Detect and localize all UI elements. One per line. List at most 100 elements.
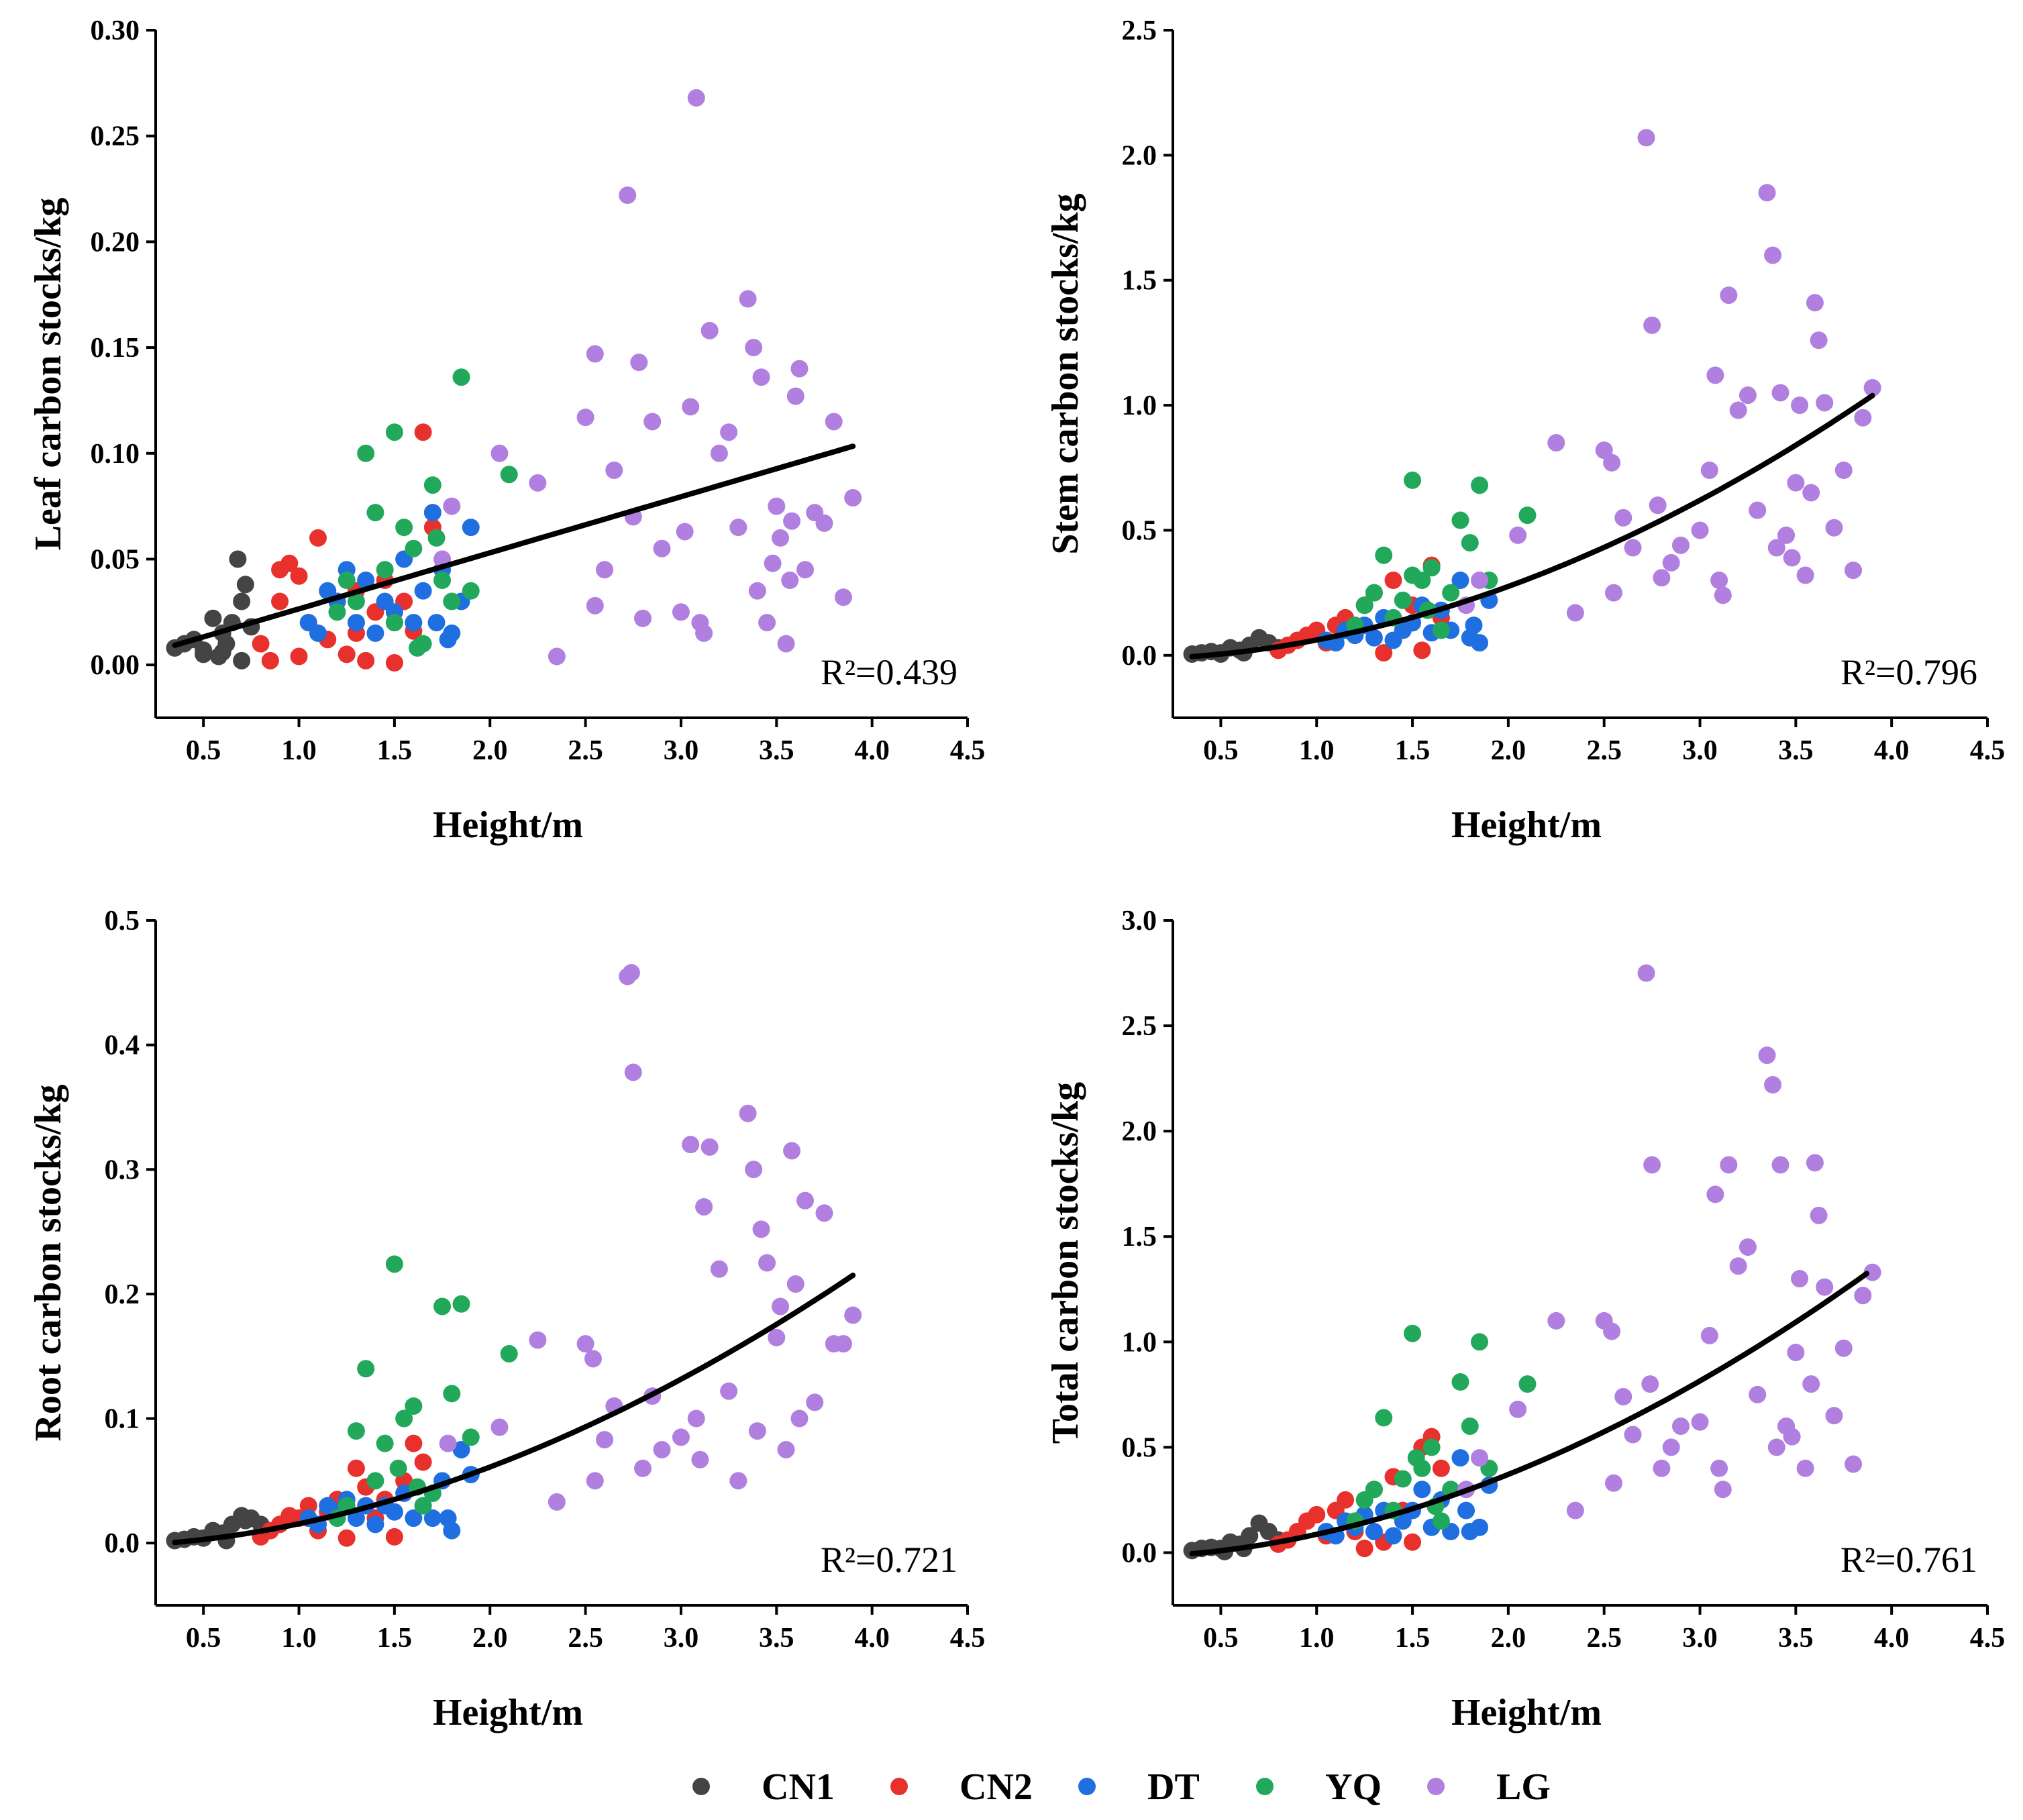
- x-axis-title: Height/m: [1451, 1692, 1602, 1733]
- point-CN1: [233, 651, 251, 670]
- point-LG: [1816, 394, 1834, 412]
- point-YQ: [405, 539, 423, 557]
- point-LG: [1771, 1156, 1789, 1174]
- point-DT: [1451, 1449, 1469, 1467]
- y-tick-label: 0.0: [105, 1528, 140, 1559]
- point-CN2: [299, 1497, 317, 1515]
- point-LG: [1783, 549, 1801, 567]
- point-YQ: [376, 561, 394, 579]
- point-LG: [695, 624, 713, 642]
- y-tick-label: 0.0: [1122, 1538, 1157, 1568]
- point-LG: [1720, 286, 1738, 305]
- point-CN1: [236, 576, 254, 594]
- y-tick-label: 0.05: [91, 544, 140, 575]
- point-LG: [1710, 1459, 1728, 1477]
- point-YQ: [1404, 566, 1422, 584]
- x-tick-label: 2.5: [568, 735, 603, 766]
- point-CN1: [233, 592, 251, 610]
- x-tick-label: 4.5: [1970, 1623, 2006, 1654]
- point-DT: [405, 1509, 423, 1528]
- point-YQ: [1394, 591, 1412, 609]
- point-LG: [729, 519, 747, 537]
- x-tick-label: 3.5: [1778, 735, 1814, 766]
- point-DT: [405, 614, 423, 632]
- point-LG: [605, 462, 623, 479]
- point-LG: [1729, 401, 1747, 419]
- x-tick-label: 2.5: [568, 1623, 603, 1654]
- point-LG: [1749, 1385, 1767, 1403]
- point-LG: [1854, 1287, 1872, 1305]
- point-YQ: [376, 1434, 394, 1452]
- point-LG: [1624, 539, 1642, 557]
- point-CN2: [290, 567, 308, 585]
- point-DT: [366, 1515, 384, 1534]
- x-tick-label: 4.0: [854, 735, 890, 766]
- point-LG: [1566, 1501, 1584, 1519]
- point-LG: [1614, 508, 1632, 527]
- point-LG: [687, 89, 705, 107]
- point-LG: [586, 596, 604, 614]
- point-DT: [1465, 617, 1483, 635]
- point-YQ: [423, 476, 442, 494]
- point-YQ: [1432, 1512, 1450, 1530]
- point-LG: [634, 609, 652, 627]
- point-LG: [576, 409, 594, 427]
- y-tick-label: 1.0: [1122, 1327, 1157, 1358]
- point-LG: [1749, 501, 1767, 519]
- y-tick-label: 0.2: [105, 1279, 140, 1310]
- point-YQ: [433, 572, 452, 589]
- point-LG: [1603, 453, 1621, 472]
- y-tick-label: 0.5: [1122, 1432, 1157, 1463]
- x-axis-title: Height/m: [433, 1692, 583, 1733]
- point-LG: [1614, 1387, 1632, 1405]
- x-tick-label: 2.0: [1491, 1623, 1526, 1654]
- point-LG: [1637, 129, 1655, 147]
- point-YQ: [357, 444, 375, 462]
- y-axis-title: Root carbon stocks/kg: [28, 1084, 69, 1441]
- point-LG: [1637, 964, 1655, 982]
- x-axis-title: Height/m: [433, 804, 583, 846]
- x-tick-label: 2.0: [472, 735, 508, 766]
- x-tick-label: 4.5: [950, 735, 986, 766]
- y-tick-label: 1.0: [1122, 390, 1157, 421]
- point-YQ: [1461, 1417, 1479, 1435]
- point-YQ: [1365, 584, 1383, 602]
- point-DT: [357, 572, 375, 589]
- legend-label: LG: [1496, 1766, 1551, 1808]
- x-axis-title: Height/m: [1451, 804, 1602, 846]
- y-tick-label: 2.0: [1122, 140, 1157, 171]
- point-LG: [1653, 569, 1671, 587]
- y-tick-label: 0.25: [91, 121, 140, 152]
- point-LG: [439, 1434, 457, 1452]
- point-LG: [701, 321, 719, 339]
- panel-leaf: 0.5 1.0 1.5 2.0 2.5 3.0 3.5 4.0 4.5 0.00 0.05 0.10 0…: [28, 15, 985, 846]
- point-YQ: [385, 1255, 403, 1273]
- legend-marker: [1078, 1778, 1096, 1795]
- point-LG: [844, 1306, 862, 1324]
- point-CN2: [1384, 572, 1402, 589]
- x-tick-label: 0.5: [186, 1623, 221, 1654]
- y-tick-label: 0.0: [1122, 641, 1157, 672]
- point-LG: [1863, 1263, 1881, 1281]
- point-DT: [452, 1440, 470, 1458]
- point-YQ: [1375, 546, 1393, 564]
- point-LG: [1700, 1326, 1718, 1344]
- r2-label: R²=0.796: [1840, 652, 1977, 692]
- y-tick-label: 0.4: [105, 1030, 140, 1061]
- point-LG: [1643, 316, 1661, 334]
- legend-label: CN1: [762, 1766, 835, 1808]
- point-CN2: [357, 651, 375, 670]
- point-CN1: [195, 645, 213, 663]
- point-LG: [1471, 1449, 1489, 1467]
- legend-item-CN2: CN2: [890, 1766, 1033, 1808]
- x-tick-label: 3.0: [664, 735, 699, 766]
- point-LG: [1777, 526, 1796, 544]
- point-YQ: [427, 529, 446, 547]
- point-LG: [834, 1335, 852, 1353]
- point-CN2: [290, 647, 308, 665]
- point-LG: [752, 368, 770, 386]
- point-LG: [1816, 1278, 1834, 1296]
- point-YQ: [1394, 1470, 1412, 1488]
- point-DT: [385, 1503, 403, 1521]
- series-LG: [439, 963, 862, 1511]
